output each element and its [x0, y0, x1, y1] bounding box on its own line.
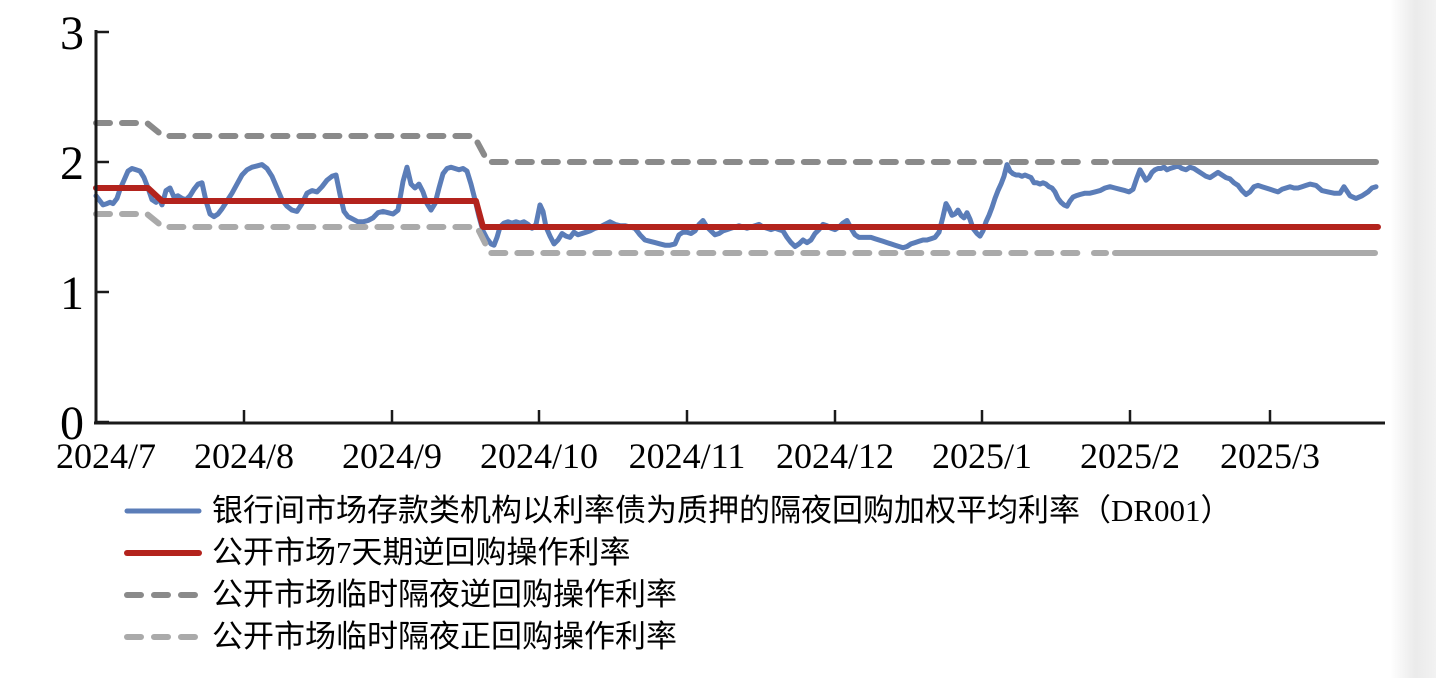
legend-item: 公开市场临时隔夜逆回购操作利率 — [123, 574, 1232, 616]
chart-legend: 银行间市场存款类机构以利率债为质押的隔夜回购加权平均利率（DR001） 公开市场7… — [123, 490, 1232, 658]
legend-label: 公开市场临时隔夜正回购操作利率 — [212, 619, 677, 654]
dashed-line-swatch-icon — [124, 592, 202, 598]
y-tick-label: 3 — [60, 7, 84, 60]
x-tick-label: 2024/7 — [56, 436, 156, 476]
x-tick-label: 2024/12 — [776, 436, 894, 476]
x-tick-label: 2024/11 — [629, 436, 746, 476]
y-tick-label: 2 — [60, 137, 84, 190]
legend-item: 银行间市场存款类机构以利率债为质押的隔夜回购加权平均利率（DR001） — [123, 490, 1232, 532]
y-axis-tick-labels: 3 2 1 0 — [60, 7, 84, 450]
x-tick-label: 2024/8 — [194, 436, 294, 476]
legend-item: 公开市场临时隔夜正回购操作利率 — [123, 616, 1232, 658]
legend-label: 公开市场7天期逆回购操作利率 — [212, 535, 631, 570]
temp-overnight-repo-line — [93, 211, 1088, 256]
temp-overnight-reverse-repo-line — [93, 120, 1088, 165]
y-tick-label: 0 — [60, 397, 84, 450]
dashed-line-swatch-icon — [124, 634, 202, 640]
x-tick-label: 2025/3 — [1220, 436, 1320, 476]
omo-7d-reverse-repo-line — [93, 185, 1381, 230]
x-tick-label: 2024/9 — [342, 436, 442, 476]
x-tick-label: 2024/10 — [480, 436, 598, 476]
chart-series-group — [93, 120, 1381, 256]
chart-axes-group — [94, 30, 1385, 425]
line-swatch-icon — [124, 508, 202, 514]
line-swatch-icon — [124, 550, 202, 556]
x-tick-label: 2025/1 — [932, 436, 1032, 476]
legend-item: 公开市场7天期逆回购操作利率 — [123, 532, 1232, 574]
x-tick-label: 2025/2 — [1080, 436, 1180, 476]
dr001-line — [93, 162, 1379, 251]
legend-label: 银行间市场存款类机构以利率债为质押的隔夜回购加权平均利率（DR001） — [212, 493, 1232, 528]
legend-label: 公开市场临时隔夜逆回购操作利率 — [212, 577, 677, 612]
x-axis-tick-labels: 2024/7 2024/8 2024/9 2024/10 2024/11 2024/12 2… — [56, 436, 1320, 476]
y-tick-label: 1 — [60, 267, 84, 320]
